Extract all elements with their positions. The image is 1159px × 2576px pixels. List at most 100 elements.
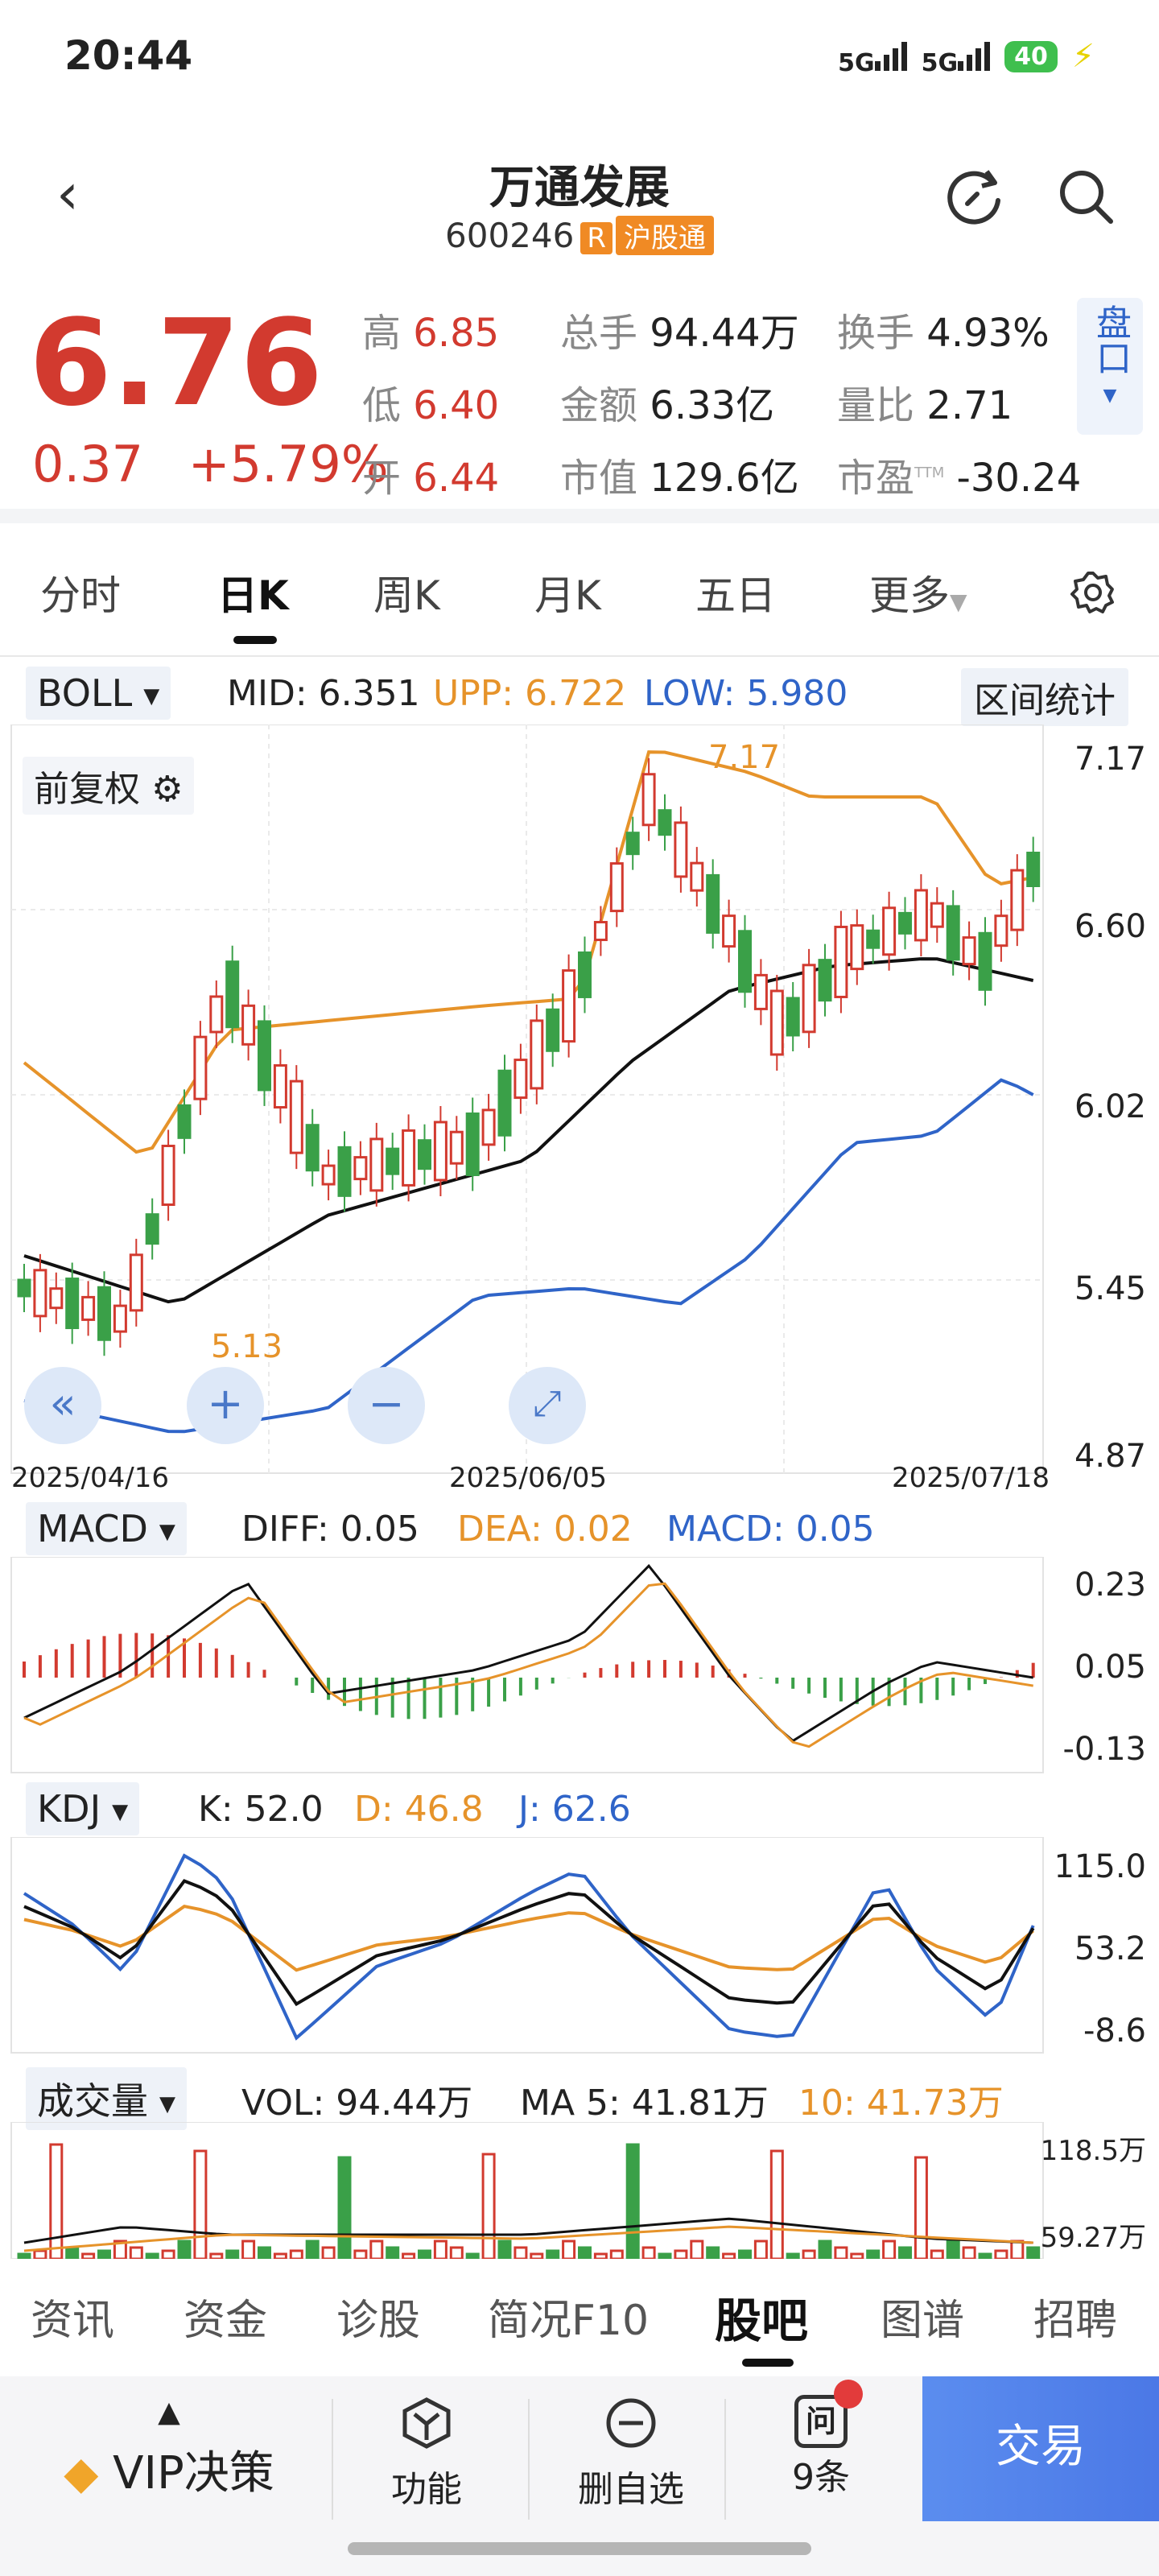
tab-daily-k[interactable]: 日K — [217, 572, 289, 619]
volume-bar — [33, 2249, 47, 2259]
candle — [530, 1019, 544, 1090]
quote-vol-ratio: 量比 2.71 — [837, 383, 1013, 428]
home-indicator[interactable] — [348, 2542, 811, 2555]
candle — [1026, 852, 1041, 887]
tab-funds[interactable]: 资金 — [184, 2297, 268, 2345]
volume-bar — [546, 2249, 560, 2259]
kline-chart[interactable] — [0, 724, 1159, 1497]
boll-selector[interactable]: BOLL ▼ — [26, 667, 171, 720]
candle — [514, 1059, 528, 1100]
cube-icon — [402, 2397, 451, 2449]
kdj-d-line — [23, 1904, 1034, 1972]
y-tick-label: 0.05 — [1074, 1649, 1146, 1686]
price-change-row: 0.37 +5.79% — [32, 435, 389, 493]
function-button[interactable]: 功能 — [354, 2395, 499, 2512]
trade-button[interactable]: 交易 — [922, 2376, 1159, 2521]
remove-watchlist-button[interactable]: 删自选 — [551, 2395, 711, 2512]
candle — [625, 832, 640, 856]
y-tick-label: 59.27万 — [1040, 2222, 1146, 2254]
volume-bar — [17, 2252, 31, 2259]
ask-button[interactable]: 问 9条 — [749, 2380, 893, 2500]
signal-icon-2: 5G — [922, 35, 991, 77]
volume-bar — [465, 2252, 480, 2259]
volume-bar — [337, 2156, 352, 2259]
expand-icon[interactable]: ⤢ — [509, 1367, 586, 1444]
candle — [481, 1108, 496, 1146]
kdj-j: J: 62.6 — [518, 1789, 631, 1830]
volume-bar — [353, 2249, 368, 2259]
minus-circle-icon — [606, 2398, 656, 2448]
divider — [528, 2399, 530, 2520]
range-stat-button[interactable]: 区间统计 — [961, 668, 1128, 726]
volume-bar — [658, 2252, 672, 2259]
macd-diff-line — [23, 1563, 1033, 1743]
candle — [578, 951, 592, 998]
volume-chart[interactable] — [0, 2122, 1159, 2259]
tab-f10[interactable]: 简况F10 — [488, 2297, 650, 2345]
divider — [0, 509, 1159, 523]
candle — [497, 1069, 512, 1137]
signal-icon: 5G — [838, 35, 907, 77]
candle — [850, 924, 864, 971]
tab-fenshi[interactable]: 分时 — [40, 572, 121, 619]
hgt-badge: 沪股通 — [615, 216, 714, 255]
tab-monthly-k[interactable]: 月K — [534, 572, 601, 619]
status-time: 20:44 — [64, 32, 193, 79]
volume-bar — [273, 2252, 287, 2259]
volume-bar — [418, 2249, 431, 2259]
zoom-out-icon[interactable]: − — [348, 1367, 425, 1444]
macd-chart[interactable] — [0, 1557, 1159, 1774]
settings-icon[interactable] — [1069, 568, 1117, 617]
volume-bar — [241, 2240, 256, 2259]
y-tick-label: 4.87 — [1074, 1438, 1146, 1475]
macd-selector[interactable]: MACD ▼ — [26, 1502, 187, 1555]
tab-jobs[interactable]: 招聘 — [1033, 2297, 1118, 2345]
tab-five-day[interactable]: 五日 — [695, 572, 776, 619]
candle — [546, 1008, 560, 1052]
min-price-label: 5.13 — [211, 1328, 283, 1365]
chevron-down-icon: ▼ — [1103, 386, 1117, 406]
zoom-in-icon[interactable]: + — [187, 1367, 264, 1444]
volume-bar — [753, 2240, 768, 2259]
candle — [337, 1146, 352, 1197]
candle — [1010, 869, 1025, 931]
macd-dea-line — [23, 1582, 1033, 1748]
tab-graph[interactable]: 图谱 — [881, 2297, 965, 2345]
refresh-icon[interactable] — [942, 165, 1006, 229]
quote-low: 低 6.40 — [362, 383, 500, 428]
charging-icon: ⚡ — [1071, 38, 1095, 75]
volume-bar — [578, 2246, 592, 2259]
volume-bar — [289, 2249, 303, 2259]
status-icons: 5G 5G 40 ⚡ — [838, 35, 1095, 77]
tab-forum[interactable]: 股吧 — [715, 2293, 809, 2348]
candle — [369, 1137, 384, 1192]
vip-decision-button[interactable]: ▲ ◆ VIP决策 — [32, 2396, 306, 2502]
caret-down-icon: ▼ — [143, 683, 160, 708]
kdj-selector[interactable]: KDJ ▼ — [26, 1782, 140, 1835]
volume-bar — [177, 2240, 192, 2259]
candle — [289, 1080, 303, 1154]
caret-down-icon: ▼ — [112, 1799, 129, 1824]
candle — [402, 1129, 416, 1187]
rewind-icon[interactable]: « — [24, 1367, 101, 1444]
kdj-chart[interactable] — [0, 1837, 1159, 2054]
pankou-button[interactable]: 盘口 ▼ — [1077, 298, 1143, 435]
volume-bar — [305, 2240, 320, 2259]
chart-frame — [10, 1837, 1044, 2054]
tab-weekly-k[interactable]: 周K — [373, 572, 440, 619]
candle — [962, 936, 976, 966]
tab-more[interactable]: 更多▼ — [869, 572, 967, 619]
back-icon[interactable]: ‹ — [56, 161, 79, 227]
volume-bar — [882, 2240, 897, 2259]
volume-selector[interactable]: 成交量 ▼ — [26, 2067, 187, 2130]
tab-news[interactable]: 资讯 — [31, 2297, 115, 2345]
candle — [946, 905, 960, 961]
candle — [818, 959, 832, 1002]
volume-bar — [850, 2252, 864, 2259]
fuquan-selector[interactable]: 前复权 ⚙ — [23, 757, 195, 815]
tab-diagnosis[interactable]: 诊股 — [336, 2297, 421, 2345]
volume-bar — [962, 2246, 976, 2259]
candle — [593, 921, 608, 942]
tab-underline — [742, 2359, 794, 2367]
search-icon[interactable] — [1054, 165, 1119, 229]
